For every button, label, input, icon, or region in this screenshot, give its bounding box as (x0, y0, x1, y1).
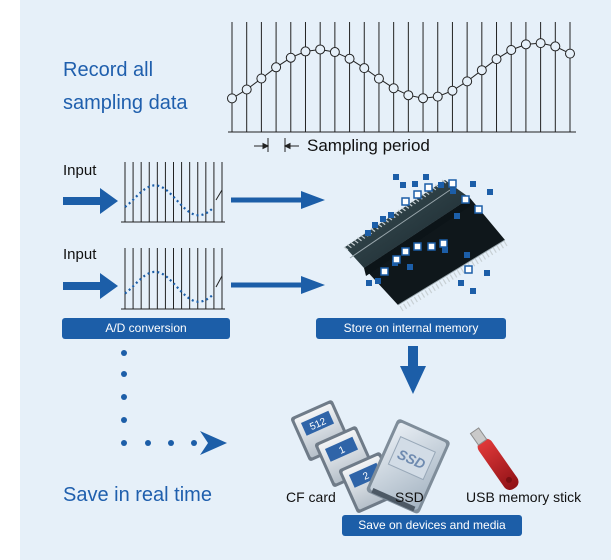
realtime-dotted-path (121, 350, 227, 455)
sampling-period-indicator (254, 138, 299, 152)
sample-point (447, 85, 458, 96)
data-squares (365, 174, 493, 294)
ssd-caption: SSD (395, 489, 424, 505)
sample-point (241, 84, 252, 95)
record-label-line2: sampling data (63, 92, 188, 114)
sampling-chart (227, 22, 576, 133)
sample-point (520, 39, 531, 50)
sample-point (373, 73, 384, 84)
cf-card-label: CF card (286, 489, 336, 505)
sample-point (271, 62, 282, 73)
sample-point (476, 65, 487, 76)
sample-point (227, 93, 237, 104)
sampling-curve (231, 42, 571, 99)
sample-point (550, 41, 561, 52)
usb-stick-icon (469, 427, 519, 490)
sample-point (300, 46, 311, 57)
sample-point (432, 91, 443, 102)
sample-point (315, 44, 326, 55)
sample-point (388, 83, 399, 94)
sample-point (462, 76, 473, 87)
record-label-line1: Record all (63, 59, 154, 81)
sample-point (329, 47, 340, 58)
sample-point (491, 54, 502, 65)
sample-point (256, 73, 267, 84)
ssd-icon: SSD (366, 419, 450, 514)
arrow-icon (231, 191, 325, 294)
sample-point (418, 93, 429, 104)
cf-card-label-2: 1 (337, 444, 347, 456)
arrow-icon (63, 188, 118, 299)
background-panel (20, 0, 611, 560)
sample-point (344, 53, 355, 64)
sampling-lines (231, 22, 571, 132)
cf-card-label-3: 2 (361, 470, 371, 482)
store-internal-badge: Store on internal memory (316, 318, 506, 339)
input-chart-bottom (121, 248, 225, 310)
usb-caption: USB memory stick (466, 489, 582, 505)
input-label-bottom: Input (63, 246, 97, 263)
input-chart-top (121, 162, 225, 223)
sample-point (359, 63, 370, 74)
input-label-top: Input (63, 162, 97, 179)
arrow-icon (400, 346, 426, 394)
save-devices-badge: Save on devices and media (342, 515, 522, 536)
sampling-points (227, 38, 575, 104)
ad-conversion-badge: A/D conversion (62, 318, 230, 339)
sample-point (403, 90, 414, 101)
memory-chip-icon (343, 179, 508, 312)
sample-point (535, 38, 546, 49)
sample-point (506, 45, 517, 56)
save-realtime-label: Save in real time (63, 484, 212, 506)
sample-point (285, 52, 296, 63)
sampling-period-label: Sampling period (307, 136, 430, 155)
sample-point (565, 48, 575, 59)
